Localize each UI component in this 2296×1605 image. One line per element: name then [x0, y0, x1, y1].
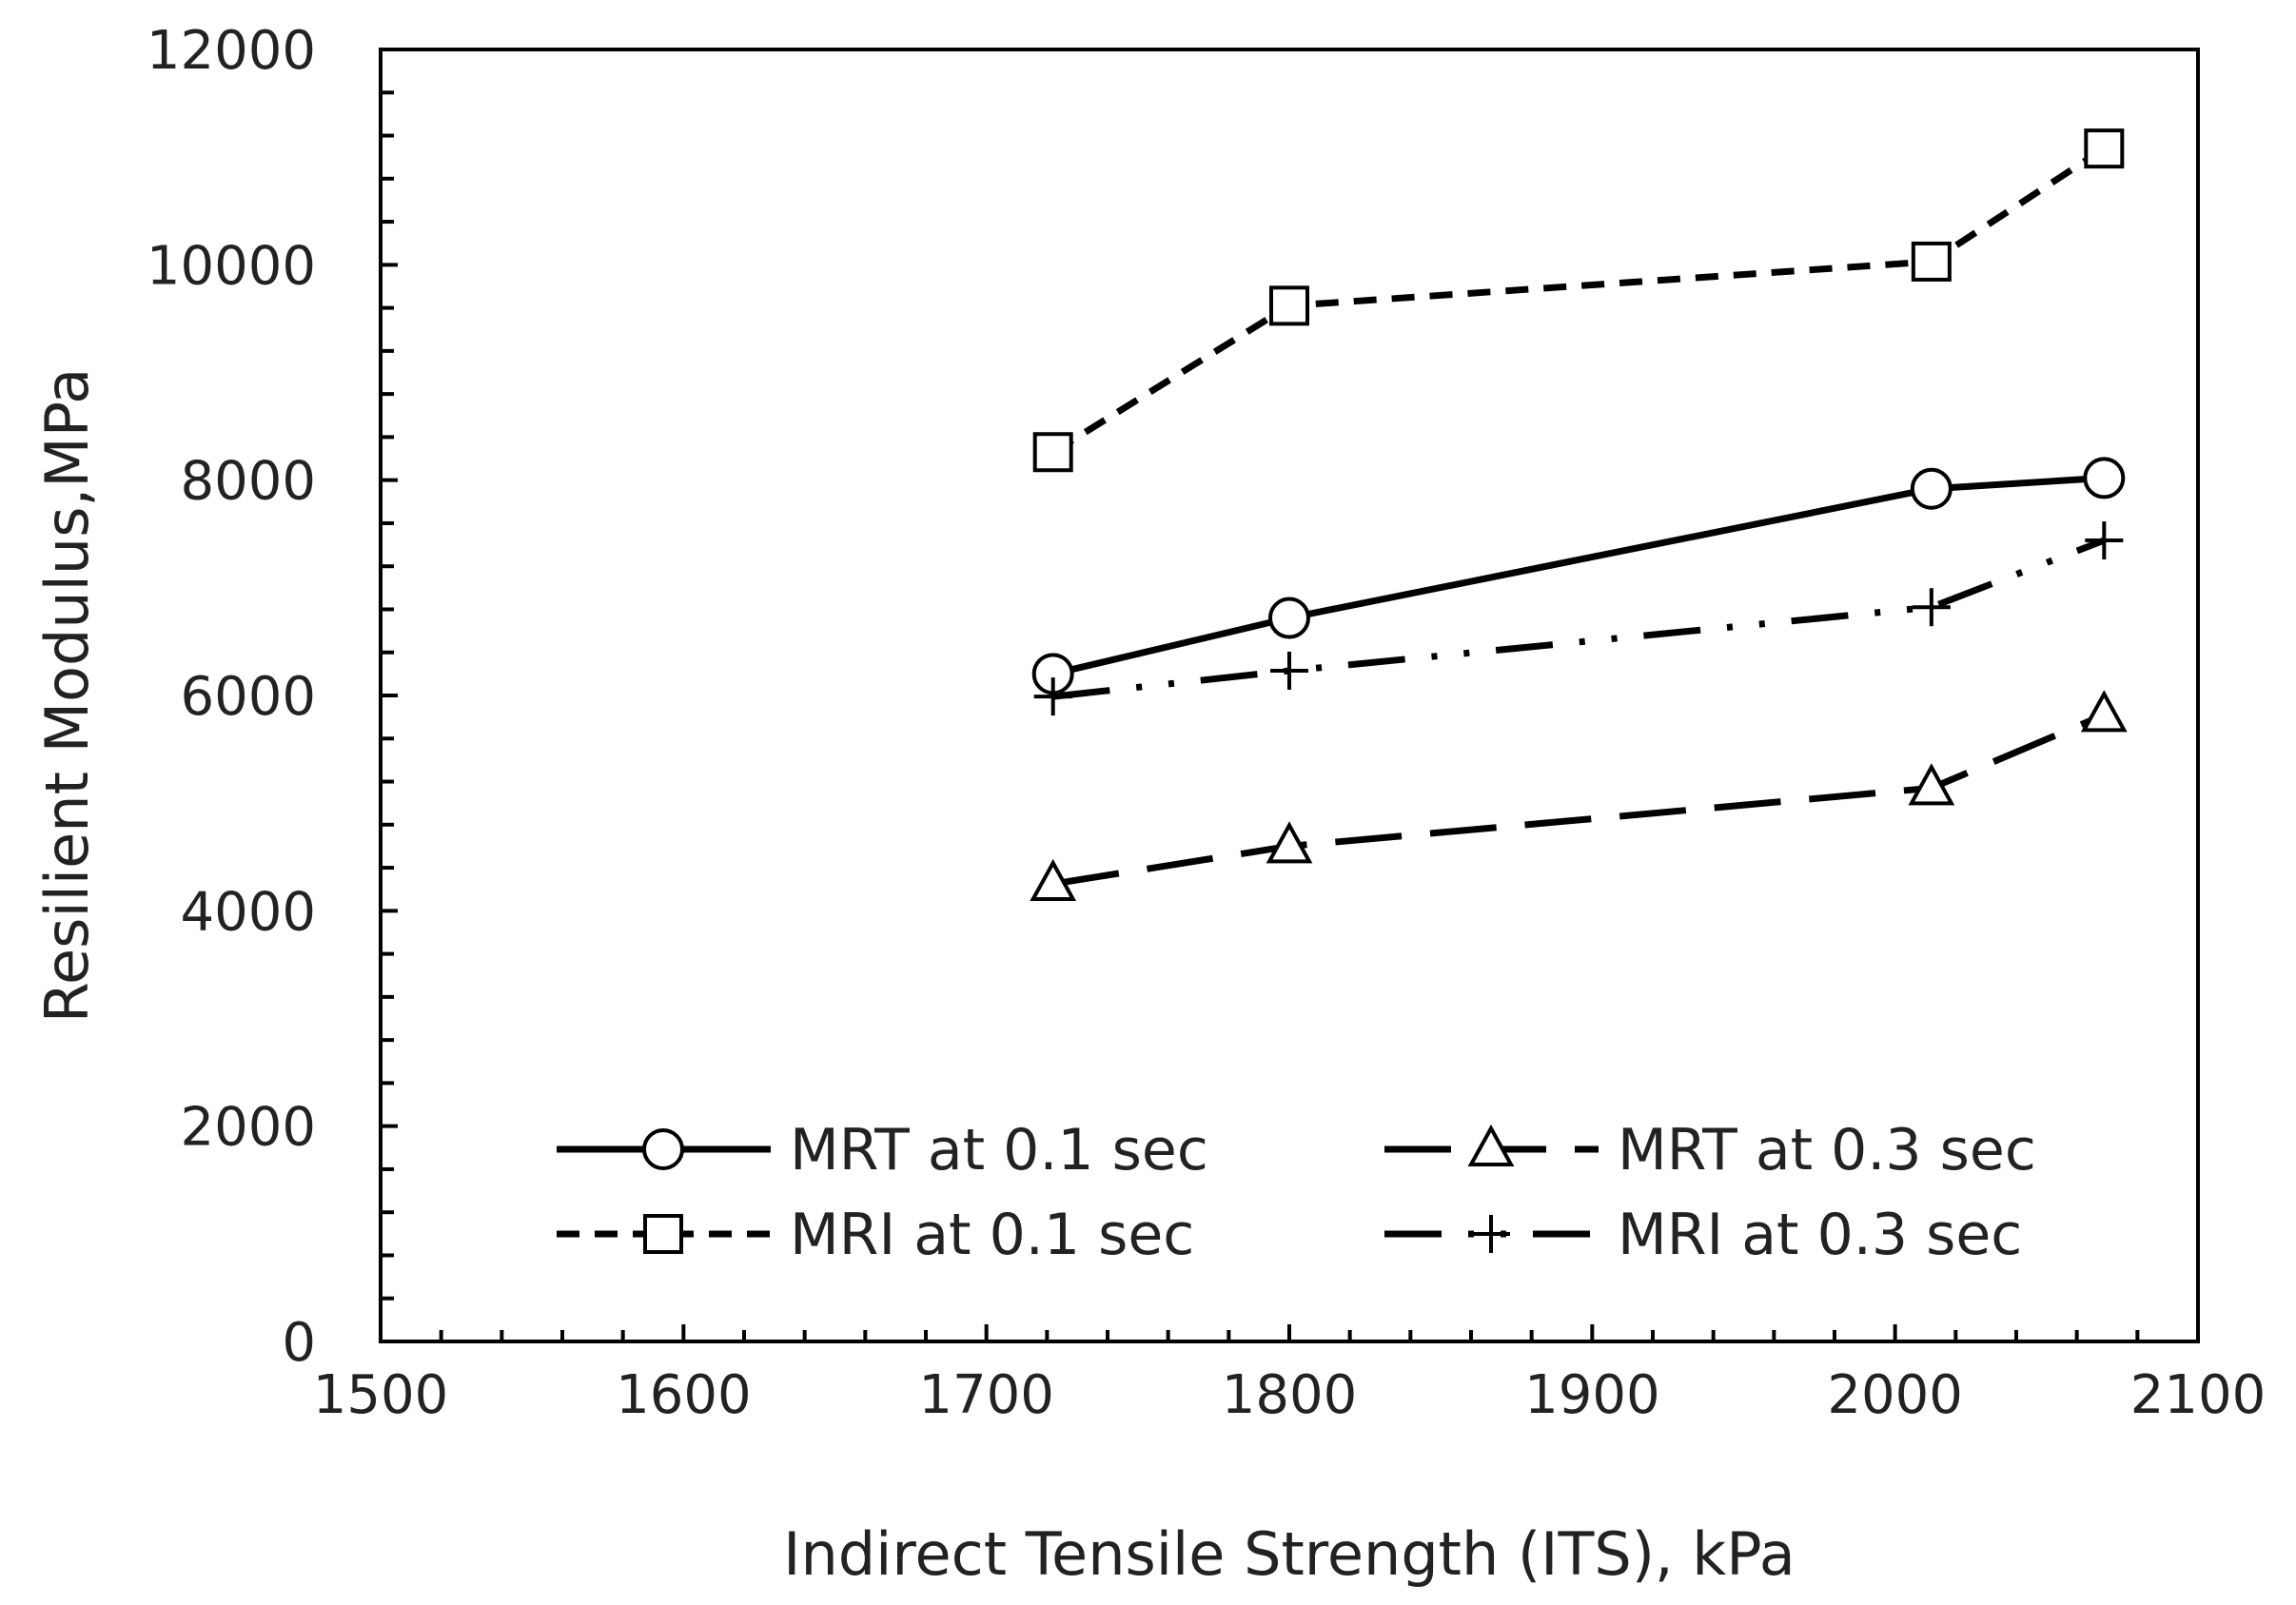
legend-marker-1	[642, 1128, 684, 1170]
legend-label: MRI at 0.1 sec	[790, 1202, 1194, 1268]
legend-marker-4	[1472, 1215, 1510, 1253]
series-1-point	[2083, 457, 2126, 499]
series-2-point	[1908, 763, 1955, 806]
x-tick-label: 2100	[2130, 1364, 2267, 1426]
series-1-point	[1268, 597, 1310, 639]
y-tick-label: 2000	[180, 1097, 316, 1159]
y-axis-ticks: 0 2000 4000 6000 8000 10000 12000	[147, 20, 398, 1374]
series-4-point	[1912, 588, 1951, 627]
x-tick-label: 1500	[313, 1364, 449, 1426]
series-1-point	[1910, 467, 1953, 510]
series-3-point	[1911, 241, 1952, 282]
y-tick-label: 6000	[180, 666, 316, 728]
x-tick-label: 1900	[1524, 1364, 1660, 1426]
series-3-point	[2084, 128, 2125, 169]
series-4-point	[2085, 521, 2124, 560]
series-line-3	[1050, 146, 2107, 456]
y-axis-title: Resilient Modulus,MPa	[32, 368, 102, 1024]
legend-marker-2	[1467, 1124, 1515, 1166]
x-tick-label: 1600	[616, 1364, 752, 1426]
series-layer	[1030, 128, 2128, 902]
series-4-point	[1033, 677, 1072, 716]
y-tick-label: 8000	[180, 451, 316, 513]
legend: MRT at 0.1 sec MRT at 0.3 sec MRI at 0.1 s…	[557, 1117, 2036, 1268]
series-line-2	[1052, 712, 2106, 888]
legend-label: MRT at 0.1 sec	[790, 1117, 1208, 1184]
x-tick-label: 2000	[1827, 1364, 1963, 1426]
y-tick-label: 10000	[147, 235, 316, 297]
series-3-point	[1032, 432, 1073, 473]
legend-marker-3	[643, 1214, 683, 1254]
y-tick-label: 4000	[180, 881, 316, 943]
series-2-point	[1266, 821, 1313, 864]
y-tick-label: 0	[282, 1312, 316, 1374]
series-line-1	[1051, 474, 2105, 677]
series-line-4	[1052, 537, 2106, 700]
legend-label: MRT at 0.3 sec	[1618, 1117, 2036, 1184]
series-2-point	[1030, 858, 1077, 902]
x-tick-label: 1800	[1222, 1364, 1358, 1426]
series-2-point	[2080, 690, 2128, 733]
series-4-point	[1270, 651, 1308, 690]
x-axis-title: Indirect Tensile Strength (ITS), kPa	[783, 1519, 1796, 1589]
x-axis-ticks: 1500 1600 1700 1800 1900 2000 2100	[313, 1324, 2267, 1426]
series-3-point	[1269, 285, 1309, 326]
y-tick-label: 12000	[147, 20, 316, 82]
x-tick-label: 1700	[918, 1364, 1054, 1426]
legend-label: MRI at 0.3 sec	[1618, 1202, 2022, 1268]
